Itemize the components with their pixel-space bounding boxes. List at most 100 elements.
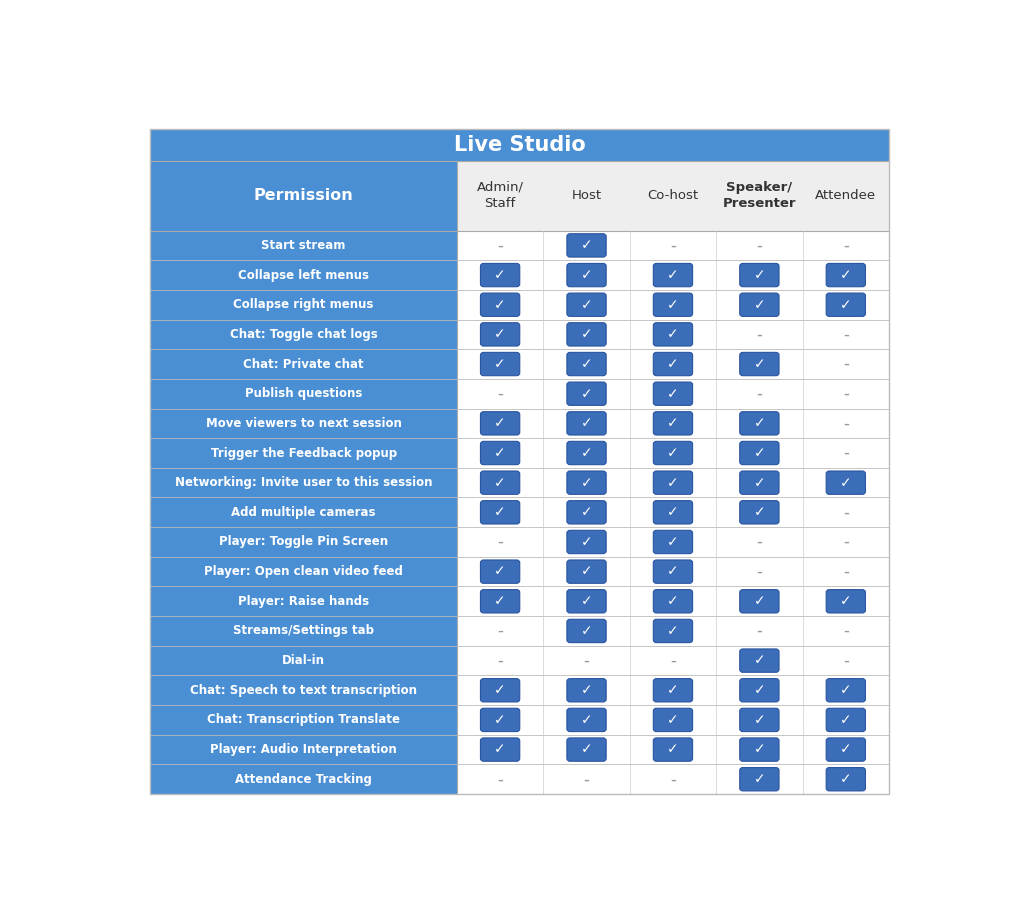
Text: ✓: ✓ xyxy=(494,298,506,311)
Text: -: - xyxy=(756,562,763,580)
Bar xyxy=(457,468,889,498)
FancyBboxPatch shape xyxy=(653,323,693,346)
FancyBboxPatch shape xyxy=(481,471,520,494)
FancyBboxPatch shape xyxy=(567,619,606,643)
FancyBboxPatch shape xyxy=(653,264,693,287)
FancyBboxPatch shape xyxy=(826,293,866,317)
Text: -: - xyxy=(843,355,849,373)
Text: ✓: ✓ xyxy=(840,772,852,787)
Bar xyxy=(150,557,457,587)
Text: ✓: ✓ xyxy=(581,387,592,400)
Bar xyxy=(150,468,457,498)
Text: -: - xyxy=(584,770,589,788)
Text: -: - xyxy=(843,444,849,462)
FancyBboxPatch shape xyxy=(567,471,606,494)
Bar xyxy=(457,646,889,675)
Text: ✓: ✓ xyxy=(840,476,852,490)
FancyBboxPatch shape xyxy=(653,530,693,554)
Text: ✓: ✓ xyxy=(494,564,506,579)
FancyBboxPatch shape xyxy=(481,679,520,702)
Text: ✓: ✓ xyxy=(581,505,592,519)
Bar xyxy=(150,320,457,349)
Text: ✓: ✓ xyxy=(581,328,592,341)
Text: Start stream: Start stream xyxy=(262,238,346,252)
Text: ✓: ✓ xyxy=(840,683,852,698)
Text: ✓: ✓ xyxy=(667,476,678,490)
FancyBboxPatch shape xyxy=(740,738,779,761)
Text: Move viewers to next session: Move viewers to next session xyxy=(206,417,402,430)
Text: -: - xyxy=(843,237,849,255)
Text: ✓: ✓ xyxy=(494,594,506,608)
Text: ✓: ✓ xyxy=(667,624,678,638)
FancyBboxPatch shape xyxy=(567,679,606,702)
Text: ✓: ✓ xyxy=(753,653,766,668)
Text: Chat: Speech to text transcription: Chat: Speech to text transcription xyxy=(190,684,417,697)
Text: Host: Host xyxy=(572,189,601,202)
FancyBboxPatch shape xyxy=(567,382,606,405)
FancyBboxPatch shape xyxy=(740,411,779,435)
FancyBboxPatch shape xyxy=(481,590,520,613)
Text: ✓: ✓ xyxy=(494,683,506,698)
Bar xyxy=(150,379,457,409)
FancyBboxPatch shape xyxy=(653,471,693,494)
FancyBboxPatch shape xyxy=(481,738,520,761)
Text: ✓: ✓ xyxy=(667,446,678,460)
Text: ✓: ✓ xyxy=(581,268,592,282)
Text: Co-host: Co-host xyxy=(647,189,699,202)
FancyBboxPatch shape xyxy=(826,708,866,732)
Text: Player: Raise hands: Player: Raise hands xyxy=(238,595,369,608)
FancyBboxPatch shape xyxy=(740,353,779,375)
Text: ✓: ✓ xyxy=(667,417,678,430)
FancyBboxPatch shape xyxy=(567,411,606,435)
Text: ✓: ✓ xyxy=(667,683,678,698)
Bar xyxy=(457,764,889,794)
Bar xyxy=(457,409,889,438)
Bar xyxy=(150,705,457,734)
Text: ✓: ✓ xyxy=(753,446,766,460)
FancyBboxPatch shape xyxy=(567,441,606,464)
Text: ✓: ✓ xyxy=(840,594,852,608)
Bar xyxy=(150,290,457,320)
Text: ✓: ✓ xyxy=(494,742,506,757)
Text: ✓: ✓ xyxy=(753,594,766,608)
Bar xyxy=(150,260,457,290)
Text: ✓: ✓ xyxy=(667,742,678,757)
Text: Player: Audio Interpretation: Player: Audio Interpretation xyxy=(210,743,396,756)
FancyBboxPatch shape xyxy=(653,353,693,375)
Text: -: - xyxy=(497,622,503,640)
Bar xyxy=(150,129,889,161)
Text: Chat: Private chat: Chat: Private chat xyxy=(243,357,364,371)
FancyBboxPatch shape xyxy=(653,441,693,464)
Text: -: - xyxy=(756,237,763,255)
FancyBboxPatch shape xyxy=(567,708,606,732)
FancyBboxPatch shape xyxy=(826,264,866,287)
Text: -: - xyxy=(756,326,763,344)
Text: ✓: ✓ xyxy=(667,564,678,579)
FancyBboxPatch shape xyxy=(653,560,693,583)
Bar xyxy=(457,379,889,409)
Bar xyxy=(457,320,889,349)
FancyBboxPatch shape xyxy=(826,738,866,761)
Text: Networking: Invite user to this session: Networking: Invite user to this session xyxy=(174,476,432,490)
Text: ✓: ✓ xyxy=(494,328,506,341)
Text: -: - xyxy=(843,622,849,640)
Bar xyxy=(457,260,889,290)
Text: -: - xyxy=(670,652,676,670)
Bar xyxy=(150,675,457,705)
Bar xyxy=(457,734,889,764)
FancyBboxPatch shape xyxy=(567,738,606,761)
Bar xyxy=(457,230,889,260)
Text: Player: Toggle Pin Screen: Player: Toggle Pin Screen xyxy=(219,536,388,548)
Bar xyxy=(150,230,457,260)
Bar xyxy=(150,161,457,230)
Bar xyxy=(457,498,889,527)
Text: ✓: ✓ xyxy=(667,505,678,519)
Bar xyxy=(457,161,889,230)
Text: ✓: ✓ xyxy=(753,268,766,282)
Bar xyxy=(457,705,889,734)
Text: ✓: ✓ xyxy=(494,505,506,519)
FancyBboxPatch shape xyxy=(740,768,779,791)
Text: -: - xyxy=(843,414,849,432)
Text: Live Studio: Live Studio xyxy=(454,135,585,155)
Text: ✓: ✓ xyxy=(667,535,678,549)
